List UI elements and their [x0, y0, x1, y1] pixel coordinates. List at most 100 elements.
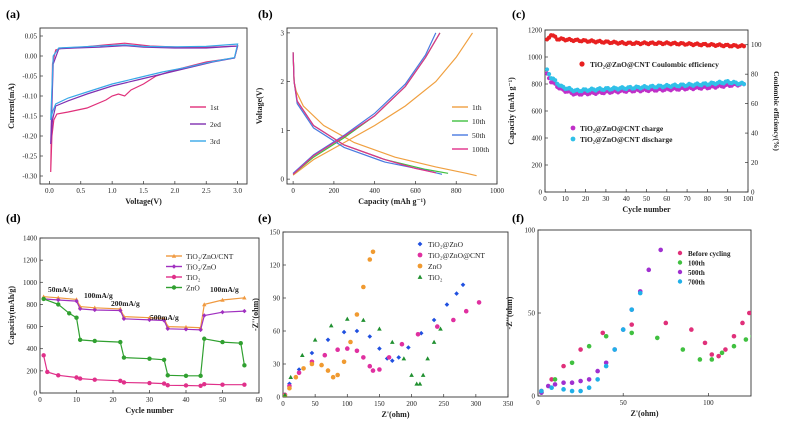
data-point — [361, 284, 366, 290]
x-tick-label: 400 — [369, 187, 380, 195]
data-point — [677, 260, 683, 265]
data-point — [663, 320, 669, 326]
data-point — [121, 355, 127, 360]
y-tick-label: 0.05 — [25, 33, 38, 41]
series-line — [43, 298, 245, 331]
data-point — [202, 313, 207, 318]
x-tick-label: 100 — [703, 399, 714, 407]
data-point — [417, 252, 423, 258]
x-axis-label: Z'(ohm) — [631, 409, 659, 418]
series-line — [43, 355, 245, 387]
data-point — [198, 325, 203, 330]
data-point — [242, 363, 247, 368]
data-point — [367, 363, 373, 369]
data-point — [586, 377, 592, 382]
data-point — [545, 383, 551, 389]
data-point — [56, 373, 61, 378]
data-point — [420, 372, 426, 377]
data-point — [325, 337, 331, 343]
series-layer — [545, 33, 747, 97]
panel-label: (f) — [512, 211, 524, 225]
x-tick-label: 3.0 — [233, 187, 242, 195]
data-point — [677, 250, 683, 256]
data-point — [417, 241, 423, 247]
data-point — [689, 327, 694, 332]
panel-label: (b) — [258, 7, 273, 21]
y-tick-label: 0 — [277, 394, 281, 402]
data-point — [220, 309, 225, 315]
data-point — [586, 343, 592, 349]
x-tick-label: 250 — [438, 400, 449, 408]
series-line — [292, 32, 473, 176]
legend-b: 1th 10th 50th 100th — [452, 103, 489, 154]
data-point — [709, 357, 715, 362]
data-point — [603, 333, 609, 339]
x-tick-label: 40 — [623, 195, 631, 203]
legend-label: 700th — [688, 279, 705, 287]
x-tick-label: 30 — [602, 195, 610, 203]
panel-3: 0 10 20 30 40 50 60 70 80 90 100020040060080010001… — [507, 7, 781, 214]
panel-6: 0 50 100 0 50 100 Z'(ohm) -Z''(ohm) (f) — [505, 211, 752, 418]
y-tick-label: -0.20 — [22, 133, 37, 141]
x-axis-label: Cycle number — [622, 205, 671, 214]
x-tick-label: 1000 — [490, 187, 505, 195]
data-point — [578, 388, 583, 394]
data-point — [312, 337, 318, 342]
legend-label: 500th — [688, 269, 705, 277]
data-point — [603, 360, 609, 366]
data-point — [56, 295, 61, 300]
data-point — [367, 334, 373, 339]
data-point — [417, 381, 423, 386]
y-tick-label: 60 — [273, 328, 281, 336]
data-point — [444, 302, 450, 307]
x-tick-label: 300 — [471, 400, 482, 408]
data-point — [569, 380, 575, 386]
data-point — [161, 381, 167, 386]
data-point — [147, 317, 152, 323]
series-layer — [41, 294, 247, 389]
x-axis-label: Z'(ohm) — [382, 410, 410, 419]
x-tick-label: 0 — [281, 400, 285, 408]
data-point — [431, 317, 437, 323]
data-point — [546, 72, 552, 77]
y-tick-label: -0.10 — [22, 93, 37, 101]
y-tick-label: 150 — [270, 229, 281, 237]
data-point — [322, 352, 328, 358]
data-point — [183, 327, 189, 332]
series-layer — [50, 42, 239, 173]
data-point — [328, 323, 334, 328]
data-point — [570, 136, 576, 142]
data-point — [165, 383, 170, 388]
y-tick-label: 30 — [273, 361, 281, 369]
data-point — [553, 78, 558, 83]
data-point — [600, 330, 606, 336]
data-point — [741, 44, 747, 49]
x-tick-label: 20 — [110, 396, 118, 404]
data-point — [283, 392, 288, 397]
data-point — [165, 326, 170, 331]
x-tick-label: 600 — [410, 187, 421, 195]
data-point — [161, 318, 167, 323]
y-tick-label: 0 — [281, 176, 285, 184]
data-point — [288, 374, 294, 380]
data-point — [746, 310, 751, 316]
x-axis-label: Capacity (mAh g⁻¹) — [358, 197, 426, 206]
series-line — [292, 32, 437, 174]
y-axis-label: Voltage(V) — [255, 87, 264, 124]
data-point — [92, 307, 97, 313]
rate-annotation: 100mA/g — [84, 291, 113, 300]
y-tick-label: 0.00 — [25, 53, 38, 61]
data-point — [389, 358, 395, 363]
data-point — [658, 247, 663, 253]
y-tick-label: 1400 — [23, 235, 38, 243]
x-tick-label: 1.0 — [108, 187, 117, 195]
legend-label: TiO₂/ZnO — [186, 263, 217, 272]
y-axis-label: Capacity(mAh/g) — [7, 286, 16, 345]
y-tick-label: 200 — [27, 367, 38, 375]
x-tick-label: 10 — [73, 396, 81, 404]
legend-label: TiO₂@ZnO@CNT charge — [580, 124, 664, 133]
series-layer — [539, 247, 751, 395]
data-point — [743, 337, 749, 342]
data-point — [330, 374, 336, 380]
